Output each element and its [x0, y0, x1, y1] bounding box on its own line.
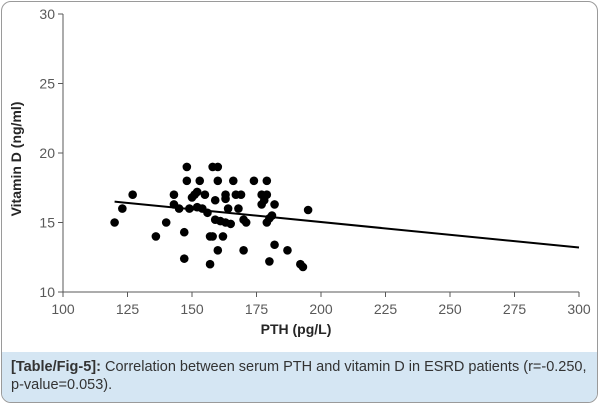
x-tick-label: 175 — [245, 301, 269, 317]
data-points — [110, 162, 313, 272]
data-point — [213, 246, 223, 255]
data-point — [213, 162, 223, 172]
data-point — [213, 176, 223, 186]
scatter-chart: 10 15 20 25 30 100 125 150 175 200 225 250 275 300 P… — [8, 6, 591, 337]
data-point — [110, 218, 119, 227]
data-point — [241, 218, 251, 227]
y-axis-ticks: 10 15 20 25 30 — [39, 6, 63, 300]
data-point — [179, 227, 189, 237]
x-axis-ticks: 100 125 150 175 200 225 250 275 300 — [51, 292, 591, 317]
data-point — [228, 176, 238, 186]
x-tick-label: 225 — [374, 301, 398, 317]
data-point — [223, 204, 233, 213]
data-point — [182, 176, 192, 186]
figure-caption: [Table/Fig-5]: Correlation between serum… — [2, 352, 597, 402]
data-point — [303, 205, 313, 215]
data-point — [249, 176, 259, 186]
data-point — [182, 162, 192, 172]
y-tick-label: 15 — [39, 215, 55, 231]
data-point — [169, 190, 179, 199]
data-point — [298, 262, 308, 272]
caption-text: Correlation between serum PTH and vitami… — [11, 359, 587, 393]
trendline — [114, 200, 580, 249]
data-point — [118, 204, 127, 213]
data-point — [262, 190, 272, 199]
data-point — [267, 211, 277, 220]
x-tick-label: 125 — [116, 301, 140, 317]
data-point — [270, 240, 279, 250]
y-tick-label: 30 — [39, 6, 55, 22]
x-tick-label: 150 — [180, 301, 204, 317]
x-tick-label: 300 — [567, 301, 591, 317]
data-point — [161, 218, 171, 227]
data-point — [239, 246, 248, 255]
y-tick-label: 10 — [39, 284, 55, 300]
y-tick-label: 25 — [39, 76, 55, 92]
data-point — [179, 254, 189, 263]
x-axis-title: PTH (pg/L) — [261, 321, 332, 337]
x-tick-label: 100 — [51, 301, 75, 317]
x-tick-label: 250 — [438, 301, 462, 317]
data-point — [236, 190, 246, 199]
data-point — [128, 190, 137, 199]
data-point — [221, 190, 230, 199]
x-tick-label: 200 — [309, 301, 333, 317]
data-point — [205, 259, 215, 269]
data-point — [265, 257, 274, 266]
data-point — [218, 232, 228, 241]
data-point — [226, 219, 235, 229]
data-point — [195, 176, 205, 186]
data-point — [270, 200, 279, 209]
data-point — [200, 190, 210, 199]
data-point — [208, 232, 217, 241]
y-tick-label: 20 — [39, 145, 55, 161]
data-point — [151, 232, 161, 241]
y-axis-title: Vitamin D (ng/ml) — [8, 102, 24, 217]
caption-tag: [Table/Fig-5]: — [11, 359, 101, 375]
data-point — [283, 246, 292, 255]
data-point — [210, 195, 220, 205]
data-point — [262, 176, 272, 186]
x-tick-label: 275 — [503, 301, 527, 317]
data-point — [192, 187, 202, 197]
data-point — [234, 204, 243, 213]
